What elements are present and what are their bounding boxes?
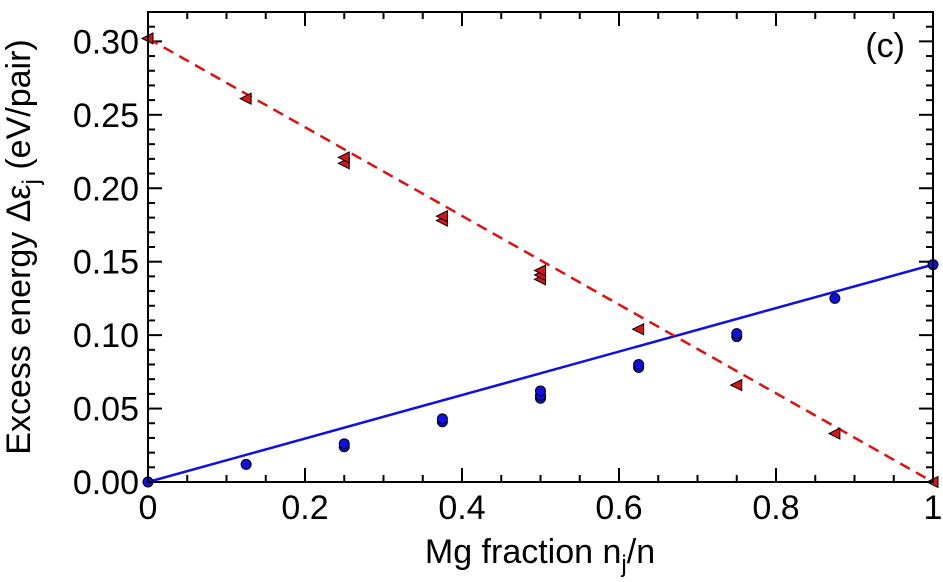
x-tick-label: 0 [139,489,158,527]
major-ticks [147,12,934,483]
x-axis-label-sub: j [620,551,626,578]
blue-circles-point [338,438,350,450]
y-tick-label: 0.10 [73,317,139,355]
red-triangles-point [533,264,546,277]
red-triangles-point [435,209,448,223]
x-tick-labels: 0 0.2 0.4 0.6 0.8 1 [139,489,943,527]
y-tick-label: 0.30 [73,23,139,61]
y-axis-label-tail: (eV/pair) [0,39,38,179]
y-axis-label-main: Excess energy Δε [0,184,38,454]
markers [140,32,939,489]
y-axis-label: Excess energy Δεj (eV/pair) [0,39,45,454]
blue-circles-point [731,328,743,340]
red-triangles-point [729,378,743,392]
fit-lines [147,37,934,484]
x-tick-label: 1 [924,489,943,527]
blue-circles-point [436,413,448,425]
panel-label: (c) [865,27,905,65]
y-tick-labels: 0.00 0.05 0.10 0.15 0.20 0.25 0.30 [73,23,139,502]
x-axis-label-tail: /n [627,533,655,571]
red-triangles-fit-line [147,37,934,484]
y-tick-label: 0.25 [73,97,139,135]
red-triangles-point [827,427,841,440]
x-tick-label: 0.4 [438,489,485,527]
red-triangles-point [239,92,252,105]
x-axis-label-main: Mg fraction n [425,533,622,571]
x-axis-label: Mg fraction nj/n [425,533,655,578]
x-tick-label: 0.6 [595,489,642,527]
red-triangles-point [337,151,350,164]
red-triangles-point [631,322,645,336]
y-tick-label: 0.05 [73,391,139,429]
y-tick-label: 0.20 [73,170,139,208]
y-tick-label: 0.00 [73,464,139,502]
minor-ticks [148,11,933,482]
blue-circles-point [633,359,645,370]
y-tick-label: 0.15 [73,244,139,282]
x-tick-label: 0.8 [752,489,799,527]
x-tick-label: 0.2 [281,489,328,527]
plot-frame [147,11,934,483]
blue-circles-point [240,458,252,470]
y-axis-label-sub: j [18,179,45,185]
blue-circles-fit-line [147,263,934,484]
blue-circles-point [829,292,841,304]
blue-circles-point [535,385,546,397]
